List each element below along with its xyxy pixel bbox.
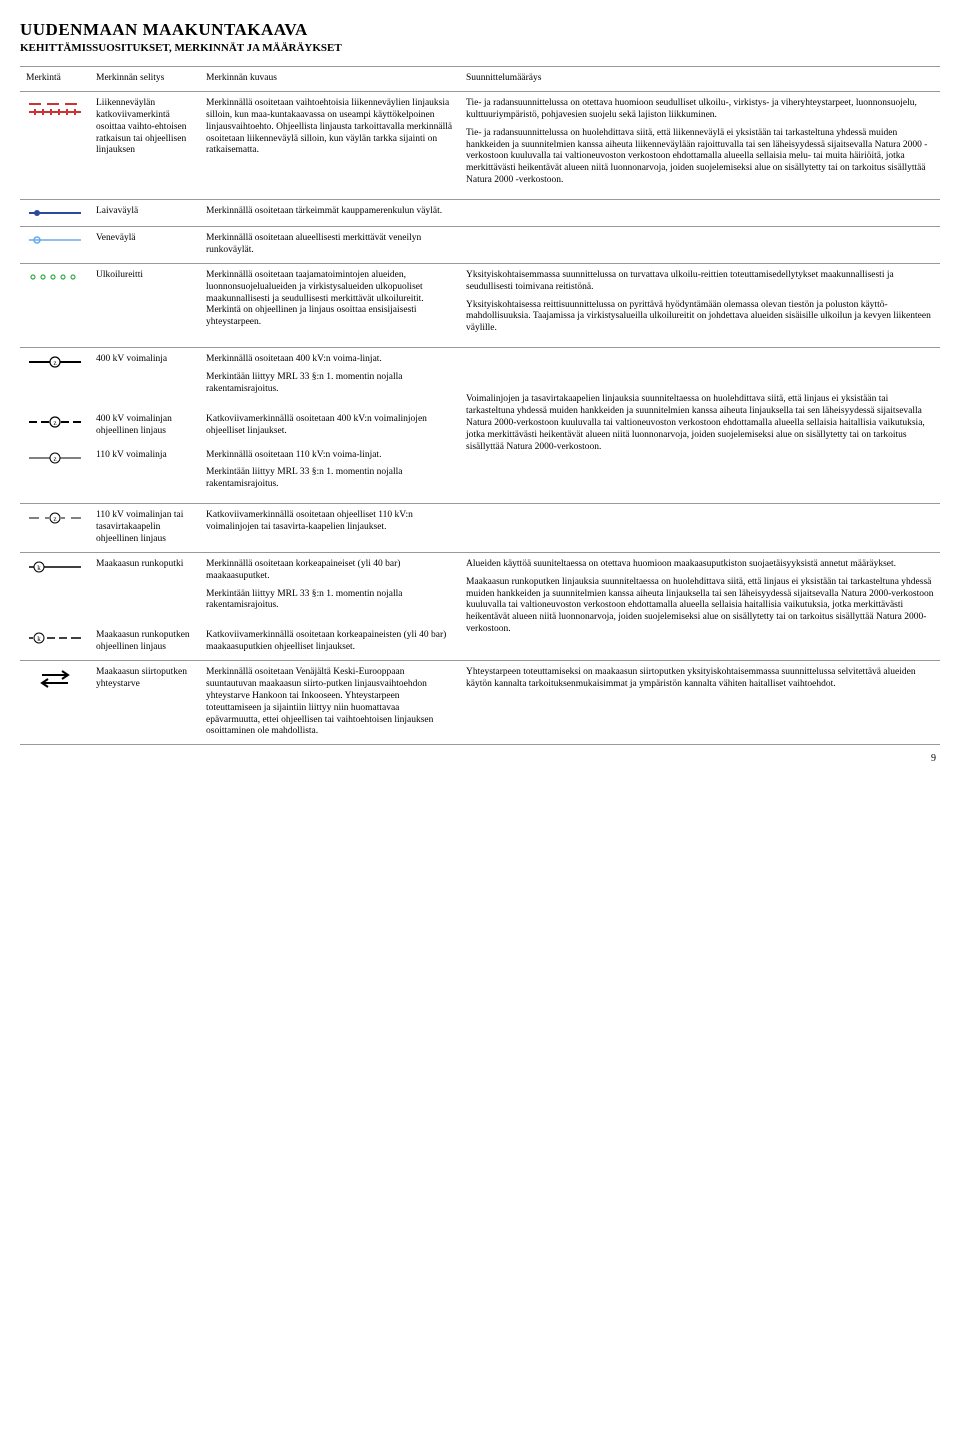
- cell-selitys: 400 kV voimalinja: [90, 348, 200, 408]
- symbol-outdoor-route-icon: [20, 263, 90, 347]
- para: Tie- ja radansuunnittelussa on otettava …: [466, 98, 934, 122]
- para: Tie- ja radansuunnittelussa on huolehdit…: [466, 128, 934, 187]
- cell-kuvaus: Merkinnällä osoitetaan korkeapaineiset (…: [200, 552, 460, 624]
- cell-empty: [460, 227, 940, 264]
- cell-suunnittelu: Tie- ja radansuunnittelussa on otettava …: [460, 91, 940, 199]
- para: Merkintään liittyy MRL 33 §:n 1. momenti…: [206, 589, 454, 613]
- cell-kuvaus: Merkinnällä osoitetaan 400 kV:n voima-li…: [200, 348, 460, 408]
- doc-title: UUDENMAAN MAAKUNTAKAAVA: [20, 20, 940, 40]
- svg-text:z: z: [53, 359, 56, 367]
- para: Merkinnällä osoitetaan 400 kV:n voima-li…: [206, 354, 454, 366]
- svg-text:z: z: [53, 419, 56, 427]
- col-selitys: Merkinnän selitys: [90, 67, 200, 92]
- para: Maakaasun runkoputken linjauksia suunnit…: [466, 577, 934, 636]
- symbol-road-dashed-icon: [20, 91, 90, 199]
- table-row: Liikenneväylän katkoviivamerkintä osoitt…: [20, 91, 940, 199]
- cell-selitys: 400 kV voimalinjan ohjeellinen linjaus: [90, 408, 200, 444]
- cell-kuvaus: Katkoviivamerkinnällä osoitetaan ohjeell…: [200, 504, 460, 553]
- symbol-400kv-line-icon: z: [20, 348, 90, 408]
- symbol-400kv-dashed-icon: z: [20, 408, 90, 444]
- symbol-110kv-line-icon: z: [20, 444, 90, 504]
- symbol-gas-transfer-need-icon: [20, 661, 90, 745]
- col-suunnittelu: Suunnittelumääräys: [460, 67, 940, 92]
- table-row: Veneväylä Merkinnällä osoitetaan alueell…: [20, 227, 940, 264]
- cell-selitys: Laivaväylä: [90, 200, 200, 227]
- table-row: k Maakaasun runkoputki Merkinnällä osoit…: [20, 552, 940, 624]
- cell-kuvaus: Merkinnällä osoitetaan alueellisesti mer…: [200, 227, 460, 264]
- para: Merkintään liittyy MRL 33 §:n 1. momenti…: [206, 467, 454, 491]
- symbol-ship-route-icon: [20, 200, 90, 227]
- table-row: Maakaasun siirtoputken yhteystarve Merki…: [20, 661, 940, 745]
- para: Yksityiskohtaisessa reittisuunnittelussa…: [466, 300, 934, 336]
- svg-text:z: z: [53, 515, 56, 523]
- symbol-gas-pipe-icon: k: [20, 552, 90, 624]
- cell-empty: [460, 200, 940, 227]
- cell-kuvaus: Merkinnällä osoitetaan Venäjältä Keski-E…: [200, 661, 460, 745]
- svg-text:k: k: [37, 564, 41, 572]
- cell-selitys: Maakaasun siirtoputken yhteystarve: [90, 661, 200, 745]
- table-row: z 110 kV voimalinjan tai tasavirtakaapel…: [20, 504, 940, 553]
- cell-kuvaus: Merkinnällä osoitetaan vaihtoehtoisia li…: [200, 91, 460, 199]
- table-row: Laivaväylä Merkinnällä osoitetaan tärkei…: [20, 200, 940, 227]
- cell-kuvaus: Merkinnällä osoitetaan taajamatoimintoje…: [200, 263, 460, 347]
- table-header-row: Merkintä Merkinnän selitys Merkinnän kuv…: [20, 67, 940, 92]
- cell-suunnittelu: Yksityiskohtaisemmassa suunnittelussa on…: [460, 263, 940, 347]
- symbol-boat-route-icon: [20, 227, 90, 264]
- symbol-110kv-dashed-icon: z: [20, 504, 90, 553]
- cell-suunnittelu: Voimalinjojen ja tasavirtakaapelien linj…: [460, 348, 940, 504]
- col-merkinta: Merkintä: [20, 67, 90, 92]
- cell-selitys: 110 kV voimalinjan tai tasavirtakaapelin…: [90, 504, 200, 553]
- legend-table: Merkintä Merkinnän selitys Merkinnän kuv…: [20, 66, 940, 745]
- cell-selitys: 110 kV voimalinja: [90, 444, 200, 504]
- para: Voimalinjojen ja tasavirtakaapelien linj…: [466, 394, 934, 453]
- para: Merkinnällä osoitetaan korkeapaineiset (…: [206, 559, 454, 583]
- cell-selitys: Liikenneväylän katkoviivamerkintä osoitt…: [90, 91, 200, 199]
- table-row: Ulkoilureitti Merkinnällä osoitetaan taa…: [20, 263, 940, 347]
- page-number: 9: [20, 753, 940, 764]
- doc-subtitle: KEHITTÄMISSUOSITUKSET, MERKINNÄT JA MÄÄR…: [20, 42, 940, 54]
- cell-selitys: Maakaasun runkoputken ohjeellinen linjau…: [90, 624, 200, 660]
- cell-selitys: Maakaasun runkoputki: [90, 552, 200, 624]
- cell-kuvaus: Merkinnällä osoitetaan 110 kV:n voima-li…: [200, 444, 460, 504]
- cell-selitys: Veneväylä: [90, 227, 200, 264]
- document-header: UUDENMAAN MAAKUNTAKAAVA KEHITTÄMISSUOSIT…: [20, 20, 940, 54]
- para: Merkinnällä osoitetaan 110 kV:n voima-li…: [206, 450, 454, 462]
- col-kuvaus: Merkinnän kuvaus: [200, 67, 460, 92]
- cell-kuvaus: Merkinnällä osoitetaan tärkeimmät kauppa…: [200, 200, 460, 227]
- cell-selitys: Ulkoilureitti: [90, 263, 200, 347]
- table-row: z 400 kV voimalinja Merkinnällä osoiteta…: [20, 348, 940, 408]
- symbol-gas-pipe-dashed-icon: k: [20, 624, 90, 660]
- cell-empty: [460, 504, 940, 553]
- cell-suunnittelu: Yhteystarpeen toteuttamiseksi on maakaas…: [460, 661, 940, 745]
- para: Yksityiskohtaisemmassa suunnittelussa on…: [466, 270, 934, 294]
- para: Alueiden käyttöä suuniteltaessa on otett…: [466, 559, 934, 571]
- cell-kuvaus: Katkoviivamerkinnällä osoitetaan 400 kV:…: [200, 408, 460, 444]
- cell-suunnittelu: Alueiden käyttöä suuniteltaessa on otett…: [460, 552, 940, 660]
- para: Merkintään liittyy MRL 33 §:n 1. momenti…: [206, 372, 454, 396]
- svg-text:k: k: [37, 635, 41, 643]
- svg-text:z: z: [53, 455, 56, 463]
- cell-kuvaus: Katkoviivamerkinnällä osoitetaan korkeap…: [200, 624, 460, 660]
